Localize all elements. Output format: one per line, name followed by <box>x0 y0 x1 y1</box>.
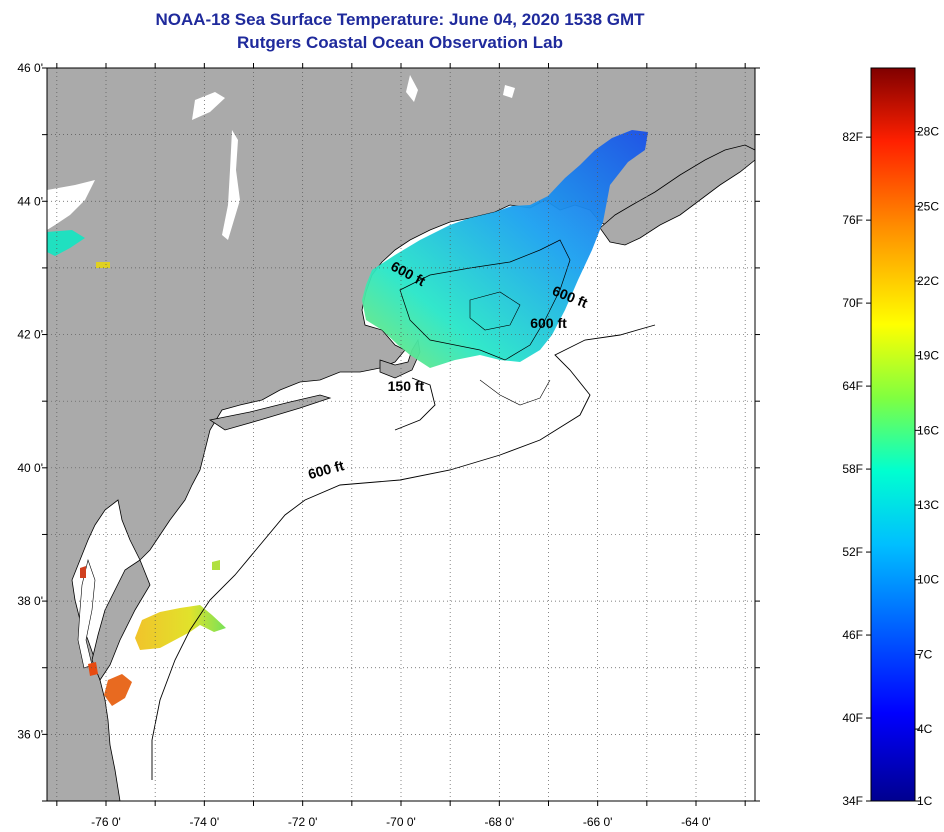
colorbar-c-label: 16C <box>917 423 939 437</box>
bathymetry-contour <box>394 377 436 431</box>
colorbar-f-label: 82F <box>842 130 863 144</box>
sst-patch-gulf-of-maine <box>362 130 648 368</box>
title-line-2: Rutgers Coastal Ocean Observation Lab <box>237 33 563 52</box>
sst-patch-small <box>212 560 220 570</box>
axis-ticks <box>42 63 760 806</box>
colorbar-f-label: 70F <box>842 296 863 310</box>
lon-tick-label: -74 0' <box>190 815 220 829</box>
lon-tick-label: -68 0' <box>485 815 515 829</box>
colorbar-c-label: 19C <box>917 349 939 363</box>
lat-tick-label: 46 0' <box>17 61 43 75</box>
lon-tick-label: -66 0' <box>583 815 613 829</box>
lon-tick-label: -76 0' <box>91 815 121 829</box>
contour-label: 600 ft <box>530 315 567 331</box>
lat-tick-label: 44 0' <box>17 194 43 208</box>
lat-tick-label: 38 0' <box>17 594 43 608</box>
colorbar-c-label: 1C <box>917 794 933 808</box>
title-line-1: NOAA-18 Sea Surface Temperature: June 04… <box>155 10 645 29</box>
bathymetry-contour <box>469 291 521 331</box>
chesapeake-bay <box>77 558 96 669</box>
colorbar-f-label: 40F <box>842 711 863 725</box>
colorbar-c-label: 4C <box>917 722 933 736</box>
colorbar-f-label: 76F <box>842 213 863 227</box>
lake-shape <box>192 92 225 120</box>
lat-tick-label: 42 0' <box>17 328 43 342</box>
lon-tick-label: -64 0' <box>681 815 711 829</box>
sst-patch-nc <box>104 674 132 706</box>
lake-shape <box>222 130 240 240</box>
colorbar-fahrenheit-labels: 82F 76F 70F 64F 58F 52F 46F 40F 34F <box>842 130 871 808</box>
colorbar-c-label: 28C <box>917 125 939 139</box>
map-title: NOAA-18 Sea Surface Temperature: June 04… <box>0 8 800 54</box>
bathymetry-contour <box>479 379 551 406</box>
colorbar-c-label: 25C <box>917 199 939 213</box>
land-long-island <box>208 394 332 431</box>
sst-patch-chesapeake-mouth <box>88 662 98 676</box>
lat-tick-label: 36 0' <box>17 727 43 741</box>
colorbar-celsius-labels: 28C 25C 22C 19C 16C 13C 10C 7C 4C 1C <box>915 125 939 808</box>
lat-tick-label: 40 0' <box>17 461 43 475</box>
latitude-labels: 46 0' 44 0' 42 0' 40 0' 38 0' 36 0' <box>17 61 43 741</box>
colorbar-f-label: 52F <box>842 545 863 559</box>
contour-label: 150 ft <box>388 378 425 394</box>
longitude-labels: -76 0' -74 0' -72 0' -70 0' -68 0' -66 0' -64 … <box>91 815 711 829</box>
lake-shape <box>503 85 515 98</box>
colorbar-f-label: 58F <box>842 462 863 476</box>
land-nova-scotia <box>599 144 755 246</box>
bathymetry-contour <box>151 324 656 780</box>
colorbar-f-label: 64F <box>842 379 863 393</box>
bathymetry-contour <box>399 239 571 361</box>
colorbar-f-label: 46F <box>842 628 863 642</box>
lon-tick-label: -70 0' <box>386 815 416 829</box>
colorbar-c-label: 10C <box>917 573 939 587</box>
sst-patch-mid-atlantic <box>135 605 226 650</box>
lake-shape <box>406 75 418 102</box>
colorbar-c-label: 13C <box>917 498 939 512</box>
colorbar-c-label: 22C <box>917 274 939 288</box>
sst-patch-delaware <box>80 566 86 578</box>
lon-tick-label: -72 0' <box>288 815 318 829</box>
lake-shape <box>47 180 95 230</box>
colorbar-c-label: 7C <box>917 647 933 661</box>
colorbar-f-label: 34F <box>842 794 863 808</box>
colorbar <box>870 67 916 802</box>
sst-patch-erie <box>96 262 110 268</box>
